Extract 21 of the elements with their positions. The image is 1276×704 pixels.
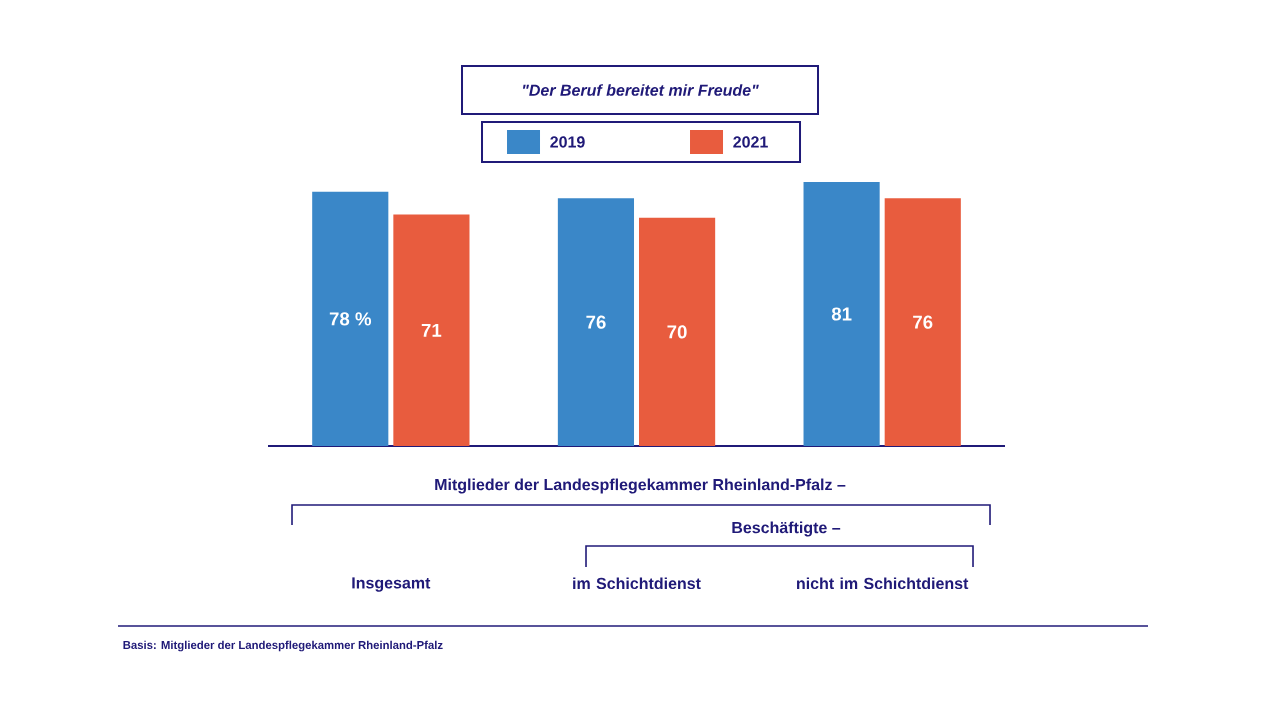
data-label: 76 <box>586 315 606 329</box>
text: Basis: Mitglieder der Landespflegekammer Rheinland-Pfalz <box>123 640 443 652</box>
x-tick-label: im Schichtdienst <box>573 577 701 590</box>
bar <box>803 182 880 446</box>
data-label: 70 <box>667 325 687 339</box>
data-label: 81 <box>831 307 852 321</box>
legend-label: 2019 <box>550 136 585 148</box>
text: Beschäftigte – <box>732 521 841 537</box>
data-label: 76 <box>913 315 933 329</box>
text: Mitglieder der Landespflegekammer Rheinland-Pfalz – <box>435 478 846 494</box>
bar <box>884 198 961 446</box>
bar <box>393 214 470 446</box>
x-tick-label: nicht im Schichtdienst <box>796 577 969 590</box>
bar <box>557 198 635 446</box>
data-label: 78 % <box>329 312 372 326</box>
x-tick-label: Insgesamt <box>352 577 431 592</box>
legend-label: 2021 <box>733 136 768 148</box>
chart-title: "Der Beruf bereitet mir Freude" <box>523 84 759 96</box>
bar <box>639 217 716 446</box>
data-label: 71 <box>421 323 442 337</box>
bar <box>312 191 389 446</box>
